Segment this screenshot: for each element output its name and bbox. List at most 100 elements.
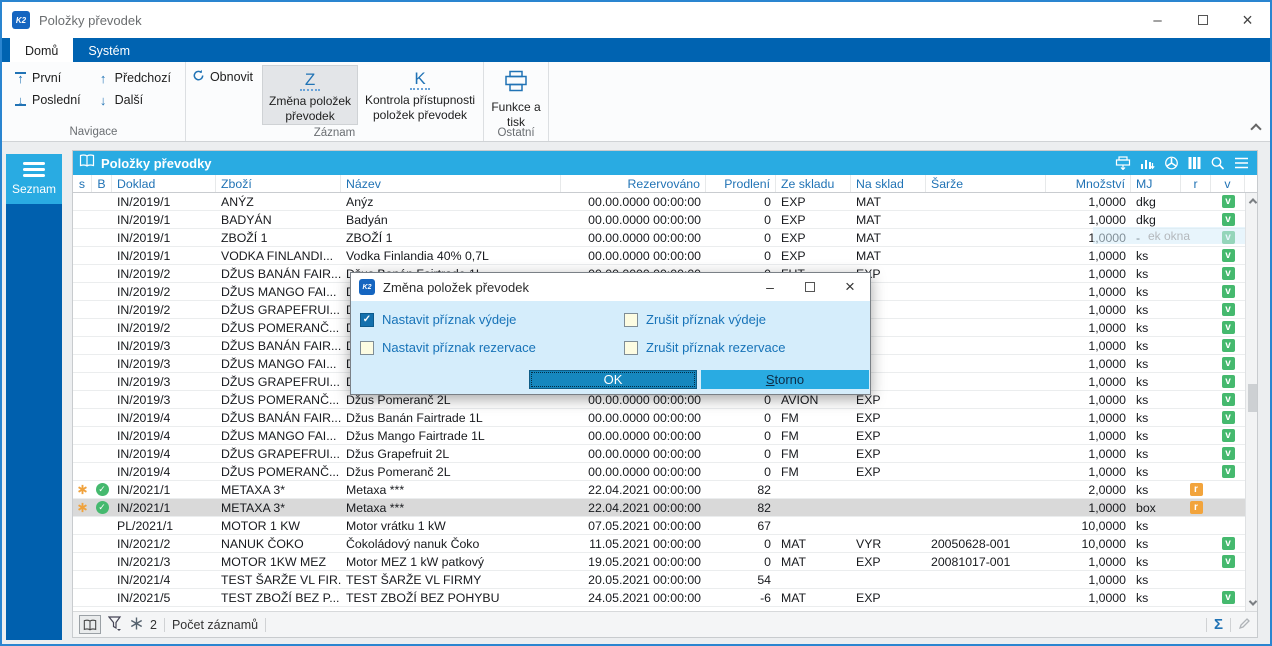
- scroll-up-icon[interactable]: [1246, 193, 1257, 209]
- checkbox-zrusit-priznak-rezervace[interactable]: Zrušit příznak rezervace: [624, 340, 785, 355]
- storno-button[interactable]: Storno: [701, 370, 869, 389]
- col-header-sarze[interactable]: Šarže: [926, 175, 1046, 192]
- checkbox-nastavit-priznak-vydeje[interactable]: ✓ Nastavit příznak výdeje: [360, 312, 624, 327]
- cell-sarze: [926, 463, 1046, 480]
- checkbox-box[interactable]: ✓: [360, 312, 374, 327]
- cell-zbozi: TEST ZBOŽÍ BEZ P...: [221, 590, 340, 605]
- first-button[interactable]: ↑ První: [10, 67, 89, 89]
- table-row[interactable]: ✓ IN/2019/4 DŽUS BANÁN FAIR... Džus Baná…: [73, 409, 1245, 427]
- checkbox-zrusit-priznak-vydeje[interactable]: Zrušit příznak výdeje: [624, 312, 766, 327]
- book-icon: [79, 154, 95, 172]
- columns-icon[interactable]: [1188, 156, 1201, 170]
- col-header-rezervovano[interactable]: Rezervováno: [561, 175, 706, 192]
- close-button[interactable]: ×: [1242, 9, 1253, 30]
- tab-domu[interactable]: Domů: [10, 38, 74, 62]
- funkce-a-tisk-button[interactable]: Funkce a tisk: [487, 65, 545, 129]
- table-row[interactable]: ✓ IN/2019/4 DŽUS MANGO FAI... Džus Mango…: [73, 427, 1245, 445]
- checkbox-box[interactable]: [624, 312, 638, 327]
- minimize-button[interactable]: –: [1153, 11, 1162, 29]
- col-header-zbozi[interactable]: Zboží: [216, 175, 341, 192]
- next-button-label: Další: [114, 93, 144, 107]
- dialog-close-button[interactable]: ×: [845, 277, 855, 296]
- refresh-button[interactable]: Obnovit: [188, 69, 261, 85]
- issue-badge: v: [1221, 249, 1235, 262]
- cell-mj: ks: [1136, 464, 1149, 479]
- cell-mj: ks: [1136, 338, 1149, 353]
- sidebar-item-seznam[interactable]: Seznam: [6, 154, 62, 204]
- table-menu-icon[interactable]: [1234, 157, 1249, 169]
- col-header-doklad[interactable]: Doklad: [112, 175, 216, 192]
- cell-rezervovano: 00.00.0000 00:00:00: [588, 194, 701, 209]
- issue-badge: v: [1221, 213, 1235, 226]
- table-row[interactable]: ✓ IN/2019/1 ZBOŽÍ 1 ZBOŽÍ 1 00.00.0000 0…: [73, 229, 1245, 247]
- cell-rezervovano: 00.00.0000 00:00:00: [588, 230, 701, 245]
- cell-sarze: [926, 427, 1046, 444]
- table-row[interactable]: ✓ IN/2019/1 BADYÁN Badyán 00.00.0000 00:…: [73, 211, 1245, 229]
- table-row[interactable]: ✓ IN/2021/4 TEST ŠARŽE VL FIR... TEST ŠA…: [73, 571, 1245, 589]
- table-row[interactable]: ✓ IN/2019/1 VODKA FINLANDI... Vodka Finl…: [73, 247, 1245, 265]
- checkbox-box[interactable]: [624, 340, 638, 355]
- edit-icon[interactable]: [1238, 617, 1251, 633]
- dialog-maximize-button[interactable]: [790, 273, 830, 301]
- scroll-down-icon[interactable]: [1246, 595, 1257, 611]
- graph-icon[interactable]: [1140, 156, 1155, 170]
- col-header-mj[interactable]: MJ: [1131, 175, 1181, 192]
- table-row[interactable]: ✓ IN/2021/3 MOTOR 1KW MEZ Motor MEZ 1 kW…: [73, 553, 1245, 571]
- table-row[interactable]: ✓ IN/2019/4 DŽUS POMERANČ... Džus Pomera…: [73, 463, 1245, 481]
- col-header-nazev[interactable]: Název: [341, 175, 561, 192]
- tab-system[interactable]: Systém: [88, 43, 131, 58]
- print-icon[interactable]: [1115, 156, 1131, 170]
- table-row[interactable]: ✓ IN/2021/1 METAXA 3* Metaxa *** 22.04.2…: [73, 499, 1245, 517]
- scrollbar-thumb[interactable]: [1248, 384, 1257, 412]
- col-header-b[interactable]: B: [92, 175, 112, 192]
- ribbon-collapse-chevron-icon[interactable]: [1250, 123, 1262, 135]
- col-header-r[interactable]: r: [1181, 175, 1211, 192]
- sidebar-body: [6, 204, 62, 640]
- search-icon[interactable]: [1210, 156, 1225, 170]
- table-row[interactable]: ✓ PL/2021/1 MOTOR 1 KW Motor vrátku 1 kW…: [73, 517, 1245, 535]
- col-header-na-sklad[interactable]: Na sklad: [851, 175, 926, 192]
- table-row[interactable]: ✓ IN/2021/1 METAXA 3* Metaxa *** 22.04.2…: [73, 481, 1245, 499]
- col-header-s[interactable]: s: [73, 175, 92, 192]
- table-row[interactable]: ✓ IN/2019/3 DŽUS POMERANČ... Džus Pomera…: [73, 391, 1245, 409]
- kontrola-pristupnosti-button[interactable]: K Kontrola přístupnosti položek převodek: [360, 65, 480, 125]
- cell-rezervovano: 24.05.2021 00:00:00: [588, 590, 701, 605]
- table-row[interactable]: ✓ IN/2019/1 ANÝZ Anýz 00.00.0000 00:00:0…: [73, 193, 1245, 211]
- last-button[interactable]: ↓ Poslední: [10, 89, 89, 111]
- table-row[interactable]: ✓ IN/2021/5 TEST ZBOŽÍ BEZ P... TEST ZBO…: [73, 589, 1245, 607]
- cell-zbozi: ANÝZ: [221, 194, 254, 209]
- col-header-ze-skladu[interactable]: Ze skladu: [776, 175, 851, 192]
- maximize-button[interactable]: [1180, 2, 1225, 38]
- col-header-v[interactable]: v: [1211, 175, 1245, 192]
- cell-mnozstvi: 1,0000: [1088, 248, 1126, 263]
- checkbox-nastavit-priznak-rezervace[interactable]: Nastavit příznak rezervace: [360, 340, 624, 355]
- special-function-icon[interactable]: [1164, 156, 1179, 170]
- previous-button[interactable]: ↑ Předchozí: [93, 67, 179, 89]
- zmena-polozek-button[interactable]: Z Změna položek převodek: [262, 65, 359, 125]
- snowflake-icon[interactable]: [130, 617, 143, 633]
- sum-icon[interactable]: Σ: [1213, 616, 1223, 633]
- filter-icon[interactable]: [107, 615, 123, 634]
- issue-badge: v: [1221, 375, 1235, 388]
- next-button[interactable]: ↓ Další: [93, 89, 179, 111]
- cell-rezervovano: 19.05.2021 00:00:00: [588, 554, 701, 569]
- table-row[interactable]: ✓ IN/2019/4 DŽUS GRAPEFRUI... Džus Grape…: [73, 445, 1245, 463]
- col-header-mnozstvi[interactable]: Množství: [1046, 175, 1131, 192]
- vertical-scrollbar[interactable]: [1245, 193, 1257, 611]
- cell-prodleni: 0: [764, 248, 771, 263]
- cell-mj: ks: [1136, 428, 1149, 443]
- cell-rezervovano: 22.04.2021 00:00:00: [588, 482, 701, 497]
- book-view-toggle[interactable]: [79, 615, 101, 634]
- cell-mj: dkg: [1136, 212, 1156, 227]
- dialog-minimize-button[interactable]: –: [766, 279, 774, 295]
- scrollbar-track[interactable]: [1246, 209, 1257, 595]
- cell-na-sklad: MAT: [856, 248, 882, 263]
- cell-ze-skladu: [776, 571, 851, 588]
- cell-nazev: Džus Banán Fairtrade 1L: [346, 410, 483, 425]
- col-header-prodleni[interactable]: Prodlení: [706, 175, 776, 192]
- checkbox-box[interactable]: [360, 340, 374, 355]
- ok-button[interactable]: OK: [529, 370, 697, 389]
- table-row[interactable]: ✓ IN/2021/2 NANUK ČOKO Čokoládový nanuk …: [73, 535, 1245, 553]
- status-separator: [1205, 617, 1207, 632]
- dialog-body: ✓ Nastavit příznak výdeje Zrušit příznak…: [351, 301, 870, 394]
